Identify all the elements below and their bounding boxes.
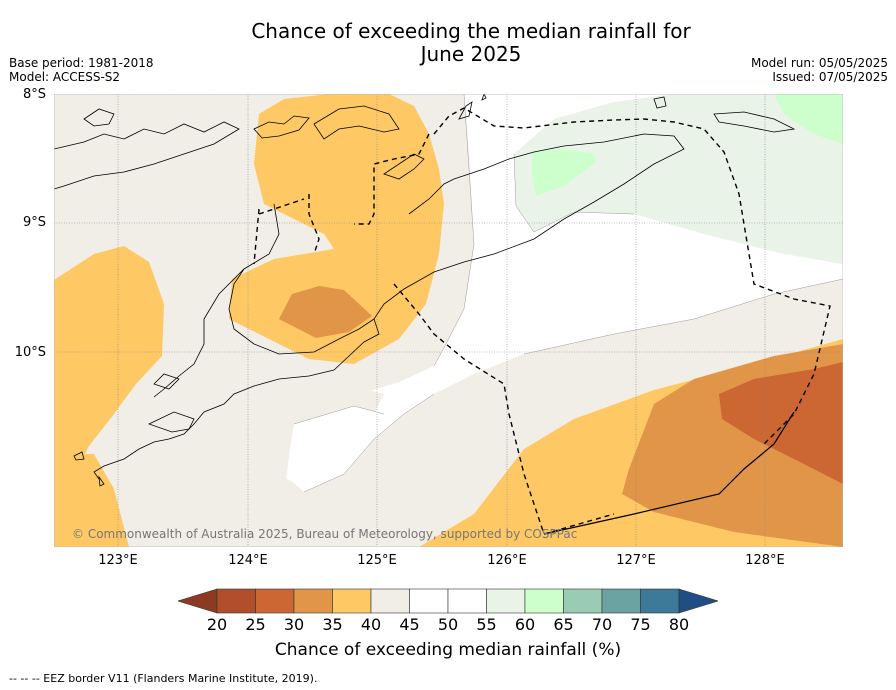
orange-zone-west <box>54 246 164 494</box>
lon-label-125e: 125°E <box>357 553 397 568</box>
colorbar-under-arrow <box>178 588 218 614</box>
colorbar-tick-label: 20 <box>206 615 228 634</box>
eez-footnote: -- -- -- EEZ border V11 (Flanders Marine… <box>9 672 318 685</box>
rainfall-map <box>54 94 843 547</box>
graticule <box>54 94 843 547</box>
colorbar-cell <box>409 588 449 614</box>
light-green-zone <box>514 94 843 264</box>
green-zone-east <box>774 94 843 144</box>
colorbar-tick-label: 45 <box>399 615 420 634</box>
green-zone-west <box>532 149 596 196</box>
colorbar-tick-label: 70 <box>591 615 613 634</box>
model-info: Base period: 1981-2018 Model: ACCESS-S2 <box>9 56 154 84</box>
colorbar-cell <box>332 588 372 614</box>
eez-border <box>253 107 831 535</box>
base-period-text: Base period: 1981-2018 <box>9 56 154 70</box>
colorbar-tick-label: 55 <box>476 615 497 634</box>
boundary-line <box>543 411 795 535</box>
colorbar <box>178 588 718 614</box>
colorbar-cell <box>293 588 333 614</box>
run-info: Model run: 05/05/2025 Issued: 07/05/2025 <box>751 56 888 84</box>
darkest-zone-southeast <box>719 362 843 484</box>
lat-label-10s: 10°S <box>14 345 46 360</box>
colorbar-tick-label: 35 <box>322 615 343 634</box>
colorbar-tick-label: 40 <box>360 615 382 634</box>
lon-label-124e: 124°E <box>228 553 268 568</box>
colorbar-cell <box>486 588 526 614</box>
colorbar-cell <box>524 588 564 614</box>
issued-text: Issued: 07/05/2025 <box>772 70 888 84</box>
title-line-2: June 2025 <box>420 42 522 66</box>
colorbar-cell <box>601 588 641 614</box>
colorbar-cells <box>216 588 680 614</box>
contour-lines <box>293 94 843 493</box>
lon-label-127e: 127°E <box>616 553 656 568</box>
colorbar-cell <box>447 588 487 614</box>
colorbar-cell <box>563 588 603 614</box>
map-title: Chance of exceeding the median rainfall … <box>0 20 896 66</box>
white-zone-south <box>286 406 384 486</box>
dark-orange-zone-north <box>279 286 372 338</box>
colorbar-tick-label: 65 <box>553 615 574 634</box>
colorbar-tick-label: 60 <box>514 615 536 634</box>
colorbar-tick-label: 75 <box>630 615 651 634</box>
colorbar-cell <box>255 588 295 614</box>
lat-label-9s: 9°S <box>22 215 46 230</box>
orange-zone-north <box>229 94 444 364</box>
coastlines <box>54 94 796 487</box>
lon-label-126e: 126°E <box>487 553 527 568</box>
colorbar-tick-label: 25 <box>245 615 266 634</box>
colorbar-tick-label: 50 <box>437 615 459 634</box>
model-text: Model: ACCESS-S2 <box>9 70 121 84</box>
colorbar-cell <box>370 588 410 614</box>
orange-zone-southwest <box>54 454 129 547</box>
model-run-text: Model run: 05/05/2025 <box>750 56 888 70</box>
colorbar-tick-label: 80 <box>668 615 690 634</box>
colorbar-cell <box>640 588 680 614</box>
colorbar-tick-label: 30 <box>283 615 305 634</box>
lat-label-8s: 8°S <box>22 87 46 102</box>
title-line-1: Chance of exceeding the median rainfall … <box>251 19 691 43</box>
colorbar-label: Chance of exceeding median rainfall (%) <box>274 640 622 660</box>
copyright-text: © Commonwealth of Australia 2025, Bureau… <box>72 527 578 541</box>
lon-label-128e: 128°E <box>745 553 785 568</box>
colorbar-over-arrow <box>678 588 718 614</box>
lon-label-123e: 123°E <box>98 553 138 568</box>
colorbar-cell <box>216 588 256 614</box>
